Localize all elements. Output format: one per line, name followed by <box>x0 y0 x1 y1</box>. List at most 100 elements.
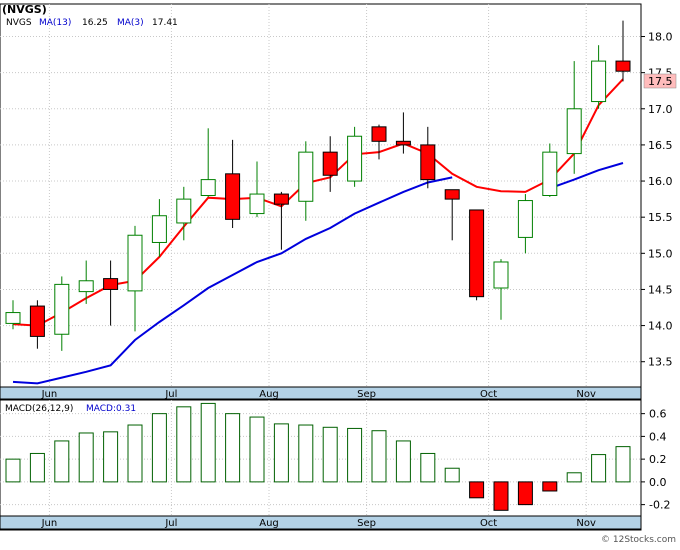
macd-bar-positive <box>5 458 21 483</box>
macd-bar-positive <box>200 402 216 483</box>
macd-legend-value: MACD:0.31 <box>86 404 136 414</box>
candle-body-up <box>517 200 533 238</box>
price-y-tick-label: 13.5 <box>648 356 673 369</box>
candles-layer <box>5 20 631 351</box>
price-x-tick-label: Nov <box>576 389 596 400</box>
price-x-tick-label: Sep <box>357 389 376 400</box>
macd-x-axis: Jun Jul Aug Sep Oct Nov <box>41 518 596 529</box>
price-x-tick-label: Jul <box>164 389 177 400</box>
macd-bar-positive <box>151 413 167 483</box>
macd-bar-negative <box>542 481 558 492</box>
macd-bar-positive <box>78 432 94 483</box>
price-y-tick-label: 18.0 <box>648 31 673 44</box>
candle-body-up <box>5 312 21 324</box>
price-date-axis-band <box>0 386 642 400</box>
macd-x-tick-label: Sep <box>357 518 376 529</box>
macd-bar-positive <box>249 416 265 483</box>
macd-bar-negative <box>517 481 533 506</box>
macd-x-tick-label: Nov <box>576 518 596 529</box>
macd-bar-positive <box>225 413 241 483</box>
candle-body-down <box>371 126 387 142</box>
last-price-label: 17.5 <box>648 75 673 88</box>
candle-body-up <box>566 108 582 155</box>
ma13-line <box>12 176 453 385</box>
macd-bar-positive <box>591 454 607 483</box>
legend-ma13-value: 16.25 <box>82 18 108 28</box>
macd-bar-positive <box>273 423 289 483</box>
candle-body-up <box>151 215 167 243</box>
candle-body-down <box>225 173 241 220</box>
candle-body-down <box>420 144 436 181</box>
macd-y-tick-label: 0.6 <box>649 408 667 421</box>
candle-body-down <box>395 140 411 146</box>
macd-y-tick-label: 0.4 <box>649 430 667 443</box>
candle-body-up <box>176 198 192 224</box>
macd-panel-frame <box>0 399 642 531</box>
macd-x-tick-label: Jun <box>41 518 58 529</box>
price-x-tick-label: Aug <box>259 389 279 400</box>
candle-body-up <box>493 261 509 289</box>
macd-bar-positive <box>176 406 192 483</box>
price-y-tick-label: 17.0 <box>648 103 673 116</box>
candle-body-up <box>200 179 216 196</box>
candle-body-down <box>29 305 45 337</box>
legend-ma3-value: 17.41 <box>152 18 178 28</box>
macd-y-tick-label: 0.2 <box>649 453 667 466</box>
legend-ma3-label: MA(3) <box>117 18 144 28</box>
ma13-line <box>549 162 624 190</box>
macd-legend-label: MACD(26,12,9) <box>5 404 73 414</box>
candle-body-down <box>273 193 289 205</box>
candle-body-up <box>298 151 314 202</box>
macd-bar-positive <box>54 440 70 483</box>
macd-bar-positive <box>347 427 363 483</box>
macd-bar-negative <box>469 481 485 499</box>
price-y-tick-label: 15.5 <box>648 211 673 224</box>
candle-body-down <box>103 278 119 290</box>
candle-body-up <box>54 283 70 335</box>
macd-bar-positive <box>29 452 45 483</box>
macd-bar-positive <box>103 431 119 483</box>
macd-bar-positive <box>371 430 387 483</box>
macd-bar-positive <box>127 424 143 483</box>
candle-body-down <box>322 151 338 176</box>
price-y-tick-label: 15.0 <box>648 247 673 260</box>
macd-bar-negative <box>493 481 509 511</box>
candle-body-up <box>591 60 607 103</box>
candle-body-down <box>444 189 460 200</box>
candle-body-down <box>469 209 485 298</box>
macd-bar-positive <box>322 426 338 483</box>
macd-x-tick-label: Jul <box>164 518 177 529</box>
macd-bar-positive <box>444 467 460 483</box>
price-y-tick-label: 14.5 <box>648 283 673 296</box>
macd-bar-positive <box>420 452 436 483</box>
candle-body-down <box>615 60 631 72</box>
candle-body-up <box>78 280 94 293</box>
watermark: © 12Stocks.com <box>601 535 676 545</box>
macd-bars-layer <box>5 402 631 511</box>
candle-body-up <box>127 234 143 292</box>
price-x-tick-label: Oct <box>480 389 497 400</box>
price-y-tick-label: 14.0 <box>648 320 673 333</box>
macd-y-axis: 0.6 0.4 0.2 0.0 -0.2 <box>641 408 670 512</box>
candle-body-up <box>249 193 265 215</box>
candle-body-up <box>347 135 363 182</box>
macd-x-tick-label: Aug <box>259 518 279 529</box>
macd-y-tick-label: 0.0 <box>649 476 667 489</box>
macd-bar-positive <box>298 424 314 483</box>
macd-x-tick-label: Oct <box>480 518 497 529</box>
ma13-line-layer <box>12 162 624 385</box>
candle-body-up <box>542 151 558 196</box>
macd-bar-positive <box>566 472 582 483</box>
macd-date-axis-band <box>0 515 642 530</box>
macd-grid <box>0 400 641 516</box>
price-grid <box>0 4 641 387</box>
price-panel-frame <box>0 3 642 400</box>
price-y-tick-label: 16.0 <box>648 175 673 188</box>
last-price-marker <box>643 73 677 89</box>
macd-y-tick-label: -0.2 <box>649 499 670 512</box>
price-x-axis: Jun Jul Aug Sep Oct Nov <box>41 389 596 400</box>
ticker-title: (NVGS) <box>2 3 47 16</box>
legend-ma13-label: MA(13) <box>39 18 71 28</box>
